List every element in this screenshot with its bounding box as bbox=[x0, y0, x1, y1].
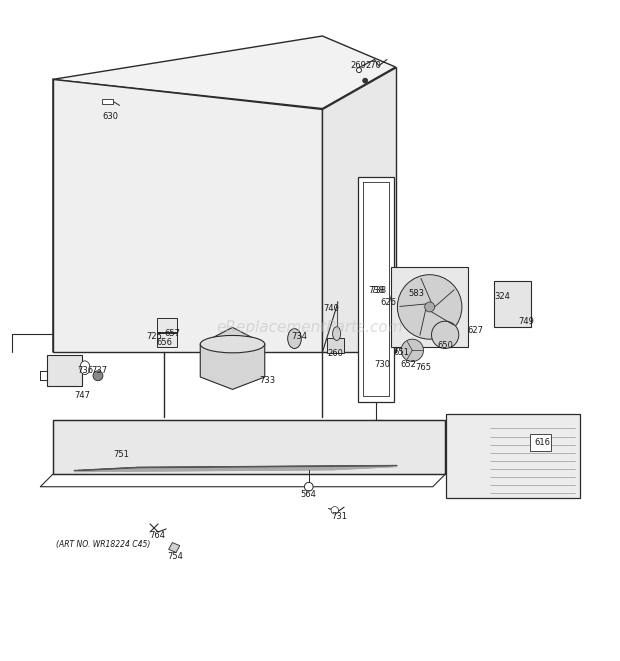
Text: 652: 652 bbox=[400, 360, 416, 369]
Circle shape bbox=[432, 321, 459, 348]
FancyBboxPatch shape bbox=[494, 281, 531, 327]
FancyBboxPatch shape bbox=[157, 318, 177, 332]
Text: 764: 764 bbox=[149, 531, 165, 539]
Text: 747: 747 bbox=[74, 391, 90, 400]
FancyBboxPatch shape bbox=[391, 266, 468, 347]
Text: 740: 740 bbox=[324, 304, 340, 313]
Polygon shape bbox=[169, 543, 180, 553]
Circle shape bbox=[331, 506, 339, 514]
FancyBboxPatch shape bbox=[157, 333, 177, 346]
Text: 765: 765 bbox=[415, 363, 432, 372]
Text: 583: 583 bbox=[409, 289, 425, 298]
Text: 736: 736 bbox=[77, 366, 93, 375]
Circle shape bbox=[397, 275, 462, 339]
Ellipse shape bbox=[333, 327, 341, 340]
Text: 324: 324 bbox=[494, 292, 510, 301]
Polygon shape bbox=[446, 414, 580, 498]
Text: 269: 269 bbox=[350, 61, 366, 69]
Text: (ART NO. WR18224 C45): (ART NO. WR18224 C45) bbox=[56, 540, 150, 549]
Polygon shape bbox=[358, 176, 394, 402]
Ellipse shape bbox=[288, 329, 301, 348]
Ellipse shape bbox=[200, 336, 265, 353]
Text: 270: 270 bbox=[365, 61, 381, 69]
Circle shape bbox=[363, 78, 368, 83]
Text: 731: 731 bbox=[331, 512, 347, 521]
FancyBboxPatch shape bbox=[327, 338, 344, 354]
Text: 738: 738 bbox=[368, 286, 384, 295]
Text: 737: 737 bbox=[91, 366, 107, 375]
Circle shape bbox=[304, 483, 313, 491]
Text: 754: 754 bbox=[167, 553, 183, 561]
Polygon shape bbox=[53, 36, 396, 108]
FancyBboxPatch shape bbox=[530, 434, 551, 451]
Text: 725: 725 bbox=[146, 332, 162, 341]
Text: 616: 616 bbox=[534, 438, 551, 447]
Circle shape bbox=[401, 339, 423, 362]
Polygon shape bbox=[53, 79, 322, 352]
Polygon shape bbox=[322, 67, 396, 352]
Circle shape bbox=[93, 371, 103, 381]
Text: 730: 730 bbox=[374, 360, 390, 369]
Text: 738: 738 bbox=[370, 286, 386, 295]
Text: 564: 564 bbox=[301, 490, 317, 499]
FancyBboxPatch shape bbox=[46, 356, 82, 386]
Text: 656: 656 bbox=[156, 338, 172, 348]
Polygon shape bbox=[53, 420, 445, 475]
Circle shape bbox=[356, 67, 361, 73]
Text: 260: 260 bbox=[327, 349, 343, 358]
FancyBboxPatch shape bbox=[102, 98, 113, 104]
Text: 650: 650 bbox=[437, 342, 453, 350]
Text: 749: 749 bbox=[518, 317, 534, 326]
Text: 651: 651 bbox=[393, 348, 409, 357]
Text: 751: 751 bbox=[113, 450, 129, 459]
Text: 627: 627 bbox=[467, 326, 483, 335]
Polygon shape bbox=[200, 327, 265, 389]
Circle shape bbox=[425, 302, 435, 312]
Text: 733: 733 bbox=[260, 375, 276, 385]
Text: 657: 657 bbox=[164, 329, 180, 338]
Text: eReplacementParts.com: eReplacementParts.com bbox=[216, 320, 404, 335]
Text: 734: 734 bbox=[291, 332, 308, 341]
Ellipse shape bbox=[80, 361, 90, 375]
Text: 626: 626 bbox=[381, 298, 397, 307]
Text: 630: 630 bbox=[102, 112, 118, 121]
